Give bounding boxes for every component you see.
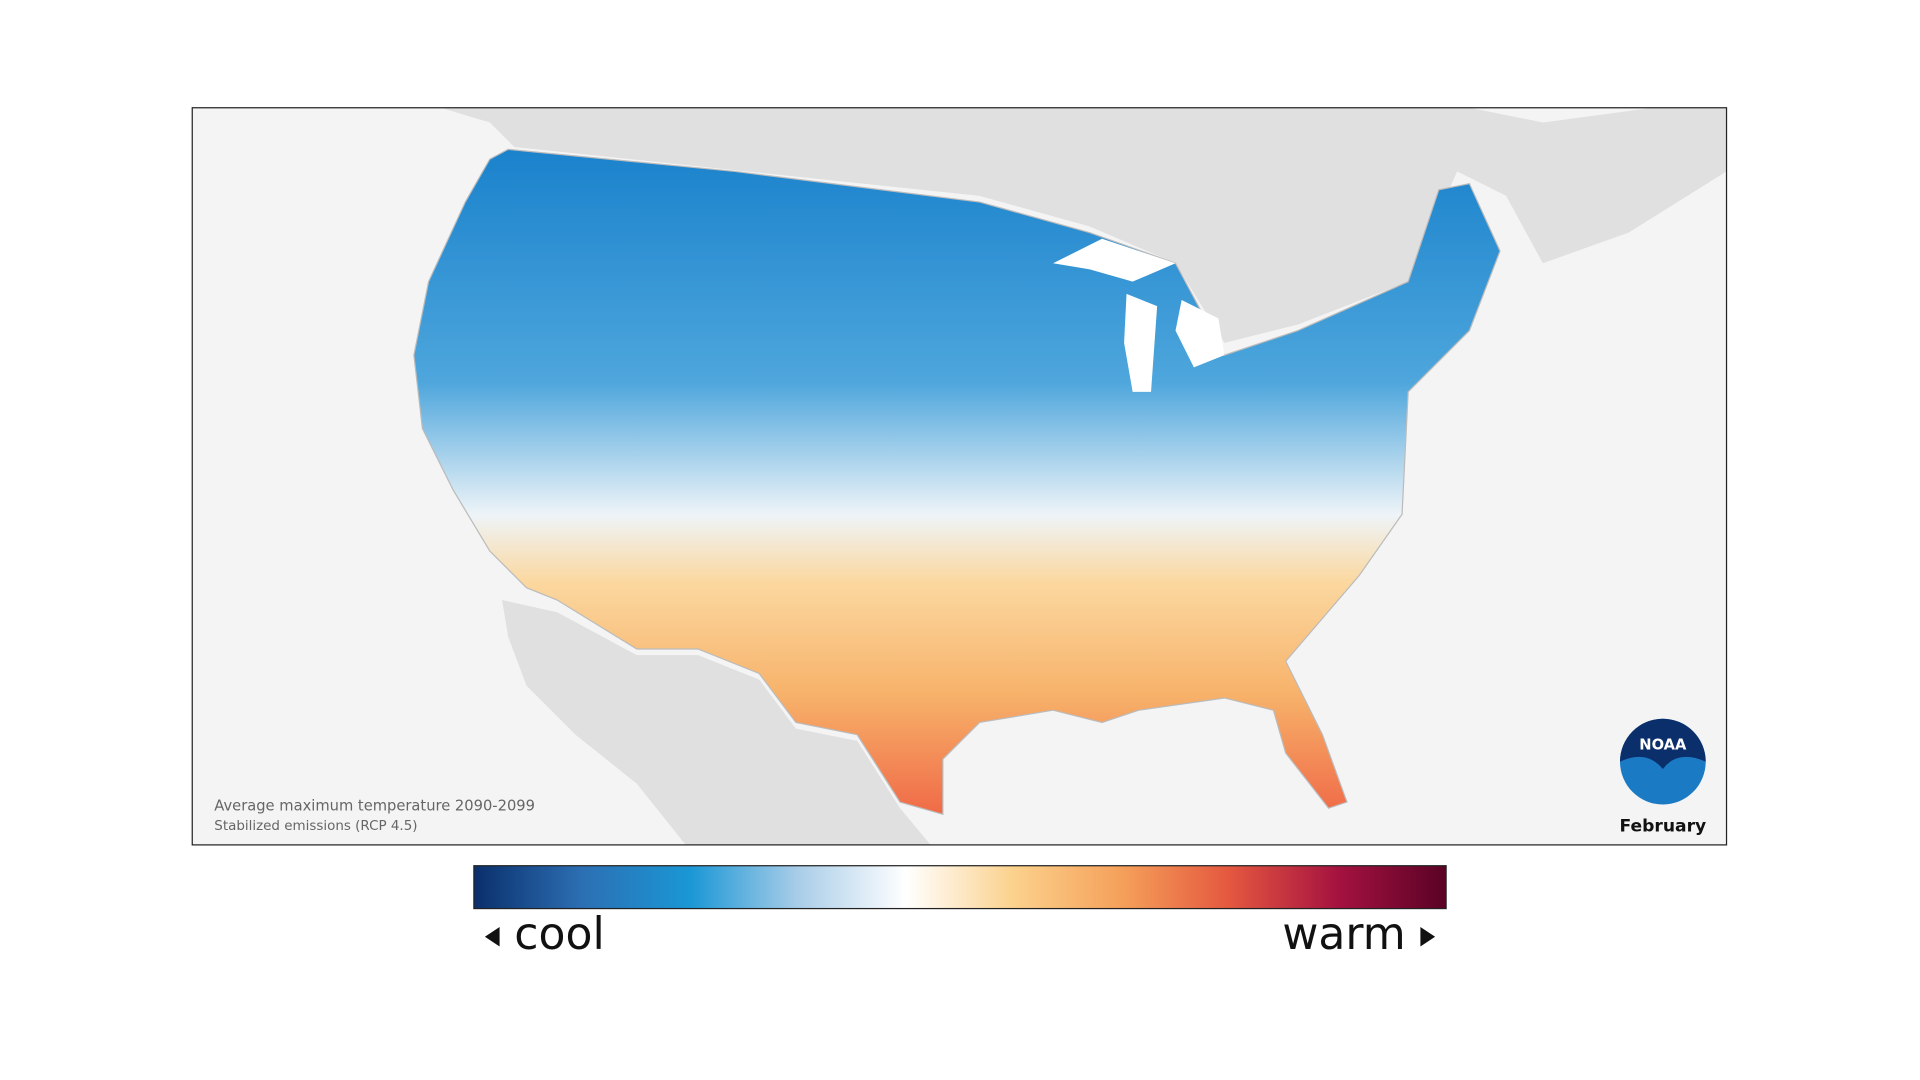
legend-high: warm: [1282, 909, 1405, 960]
caption: Stabilized emissions (RCP 4.5): [214, 819, 417, 834]
map-frame: [191, 107, 1728, 846]
arrow-left: [484, 926, 500, 947]
legend-low: cool: [514, 909, 604, 960]
great-lakes: [1053, 238, 1225, 392]
conus: [413, 148, 1501, 816]
logo-top: [1620, 718, 1706, 769]
logo-text: NOAA: [1639, 736, 1687, 753]
month-label: February: [1620, 816, 1707, 836]
caption: Average maximum temperature 2090-2099: [214, 798, 535, 815]
arrow-right: [1420, 926, 1436, 947]
map: Average maximum temperature 2090-2099 St…: [192, 107, 1727, 845]
noaa-logo: NOAA: [1620, 718, 1706, 805]
colorbar: [473, 865, 1447, 910]
mexico: [502, 600, 931, 845]
canada: [440, 107, 1727, 343]
